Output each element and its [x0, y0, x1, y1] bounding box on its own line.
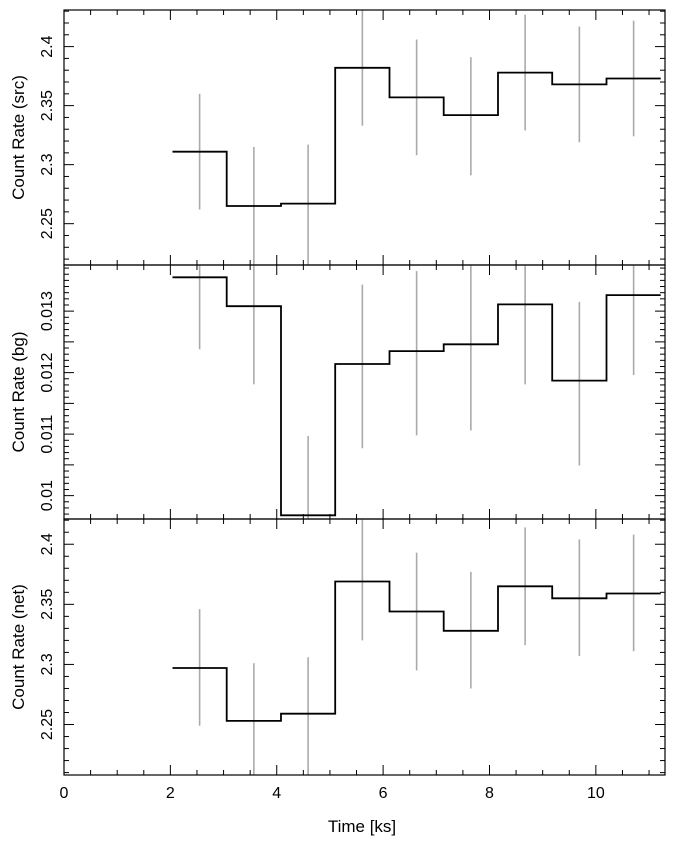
x-tick-label: 2	[166, 785, 175, 802]
x-tick-label: 6	[379, 785, 388, 802]
y-axis-title: Count Rate (bg)	[9, 332, 28, 453]
x-tick-label: 10	[587, 785, 605, 802]
panel-1: 2.25 2.3 2.35 2.4 Count Rate (src)	[9, 9, 666, 266]
y-tick-label: 2.35	[39, 90, 56, 121]
y-tick-label: 2.4	[39, 533, 56, 555]
y-tick-label: 0.012	[39, 353, 56, 393]
y-tick-label: 0.01	[39, 480, 56, 511]
y-tick-label: 2.3	[39, 653, 56, 675]
y-tick-label: 2.4	[39, 35, 56, 57]
panel-frame	[63, 9, 666, 266]
x-axis-title: Time [ks]	[328, 817, 396, 836]
step-series-line	[172, 276, 661, 517]
panel-3: 2.25 2.3 2.35 2.4 Count Rate (net)	[9, 518, 666, 776]
panel-frame	[63, 264, 666, 520]
y-tick-label: 2.25	[39, 709, 56, 740]
x-tick-label: 8	[485, 785, 494, 802]
x-tick-label: 4	[272, 785, 281, 802]
y-axis-title: Count Rate (net)	[9, 584, 28, 710]
y-tick-label: 2.35	[39, 589, 56, 620]
y-tick-label: 0.013	[39, 291, 56, 331]
y-tick-label: 2.25	[39, 208, 56, 239]
step-series-line	[172, 66, 661, 207]
y-tick-label: 2.3	[39, 153, 56, 175]
step-series-line	[172, 580, 661, 722]
y-tick-label: 0.011	[39, 415, 56, 454]
x-tick-label: 0	[60, 785, 69, 802]
panel-2: 0.01 0.011 0.012 0.013 Count Rate (bg)	[9, 264, 666, 520]
panel-frame	[63, 518, 666, 776]
y-axis-title: Count Rate (src)	[9, 75, 28, 200]
